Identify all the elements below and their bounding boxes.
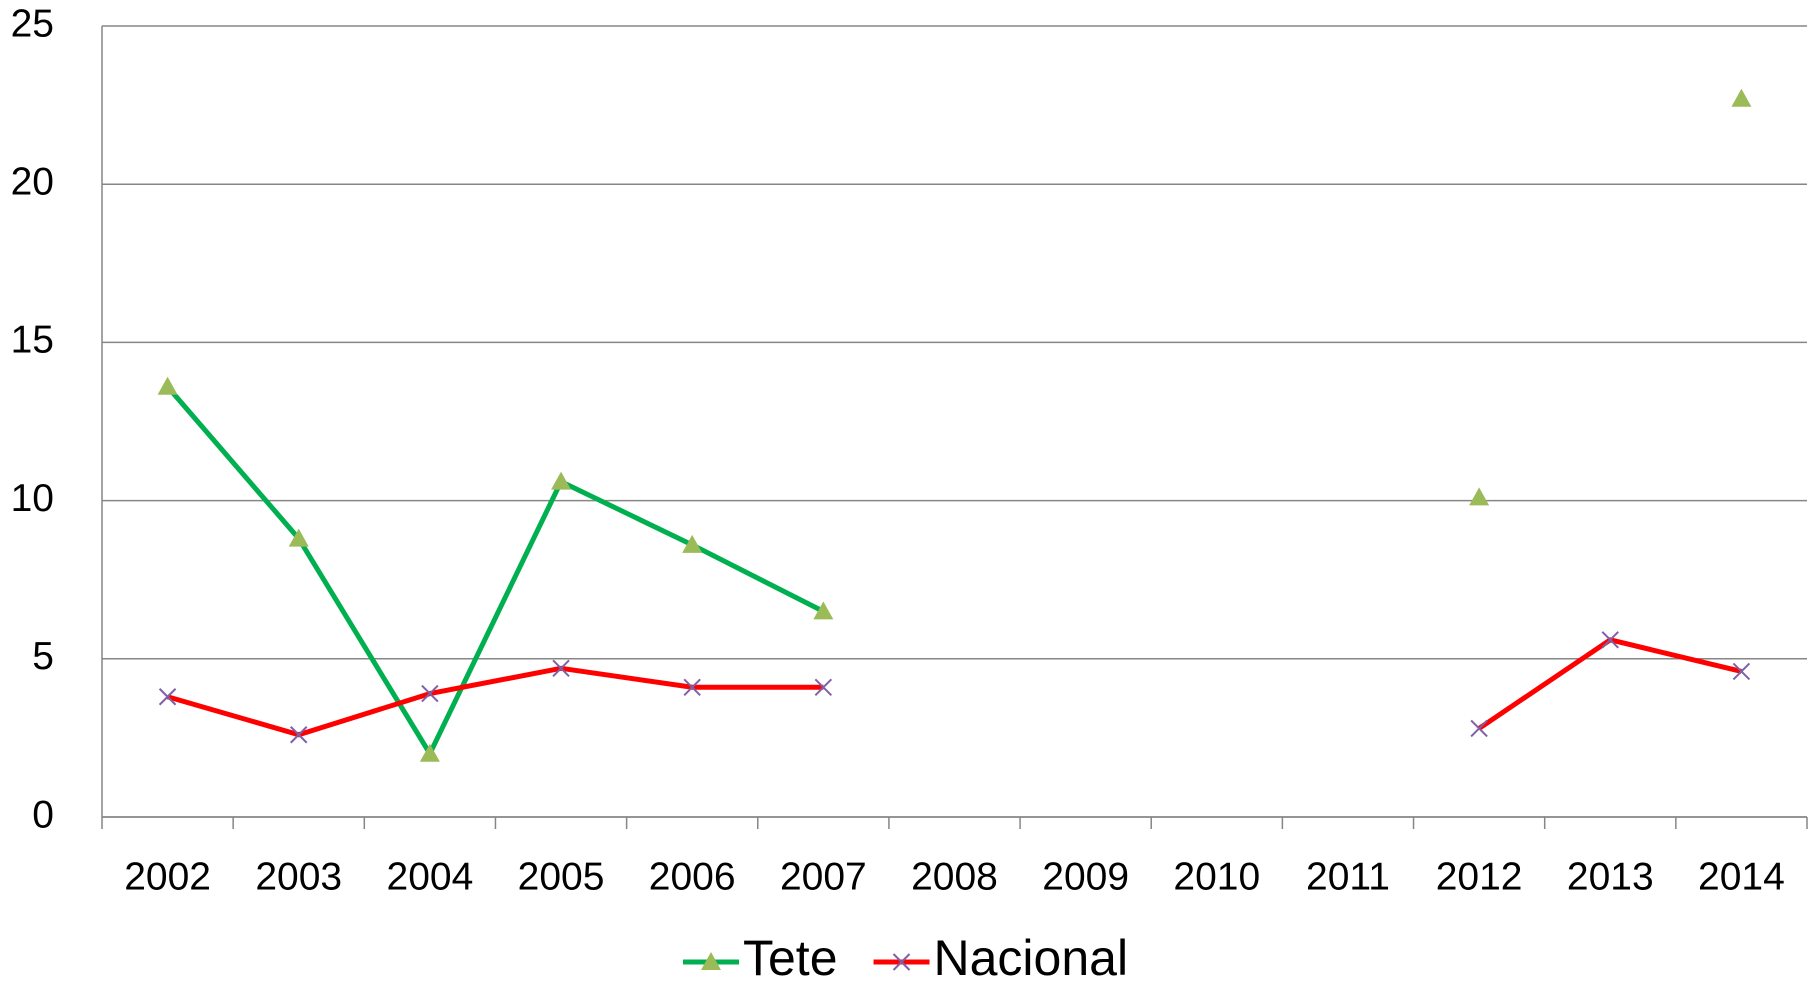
x-tick-label: 2007 — [780, 855, 867, 898]
x-tick-label: 2008 — [911, 855, 998, 898]
marker — [288, 528, 309, 547]
x-tick-label: 2006 — [649, 855, 736, 898]
marker — [419, 743, 440, 762]
x-tick-label: 2009 — [1042, 855, 1129, 898]
marker — [813, 601, 834, 620]
legend-label: Nacional — [934, 930, 1129, 986]
marker — [683, 678, 701, 696]
legend-marker — [892, 953, 911, 971]
y-tick-label: 5 — [32, 635, 54, 678]
y-tick-label: 25 — [11, 2, 54, 45]
x-tick-label: 2003 — [255, 855, 342, 898]
legend-label: Tete — [743, 930, 838, 986]
y-tick-label: 15 — [11, 319, 54, 362]
x-tick-label: 2012 — [1436, 855, 1523, 898]
marker — [158, 688, 177, 706]
marker — [682, 534, 703, 553]
marker — [552, 659, 570, 677]
marker — [1732, 662, 1751, 681]
x-tick-label: 2010 — [1173, 855, 1260, 898]
x-tick-label: 2014 — [1698, 855, 1785, 898]
marker — [814, 678, 833, 696]
series-line — [166, 637, 1743, 738]
legend: Tete Nacional — [683, 930, 1128, 986]
series-line — [168, 99, 1742, 754]
y-tick-label: 0 — [32, 793, 54, 836]
x-tick-label: 2011 — [1306, 855, 1390, 898]
y-tick-label: 10 — [11, 477, 54, 520]
marker — [1469, 487, 1490, 506]
y-tick-label: 20 — [11, 160, 54, 203]
marker — [290, 726, 308, 744]
marker — [1470, 719, 1488, 738]
x-tick-label: 2002 — [124, 855, 211, 898]
marker — [1601, 631, 1619, 649]
marker — [551, 471, 572, 490]
marker — [1731, 88, 1752, 107]
x-tick-label: 2005 — [518, 855, 605, 898]
x-tick-label: 2013 — [1567, 855, 1654, 898]
x-tick-label: 2004 — [387, 855, 474, 898]
marker — [157, 376, 178, 395]
legend-marker — [701, 952, 721, 970]
marker — [421, 684, 439, 703]
